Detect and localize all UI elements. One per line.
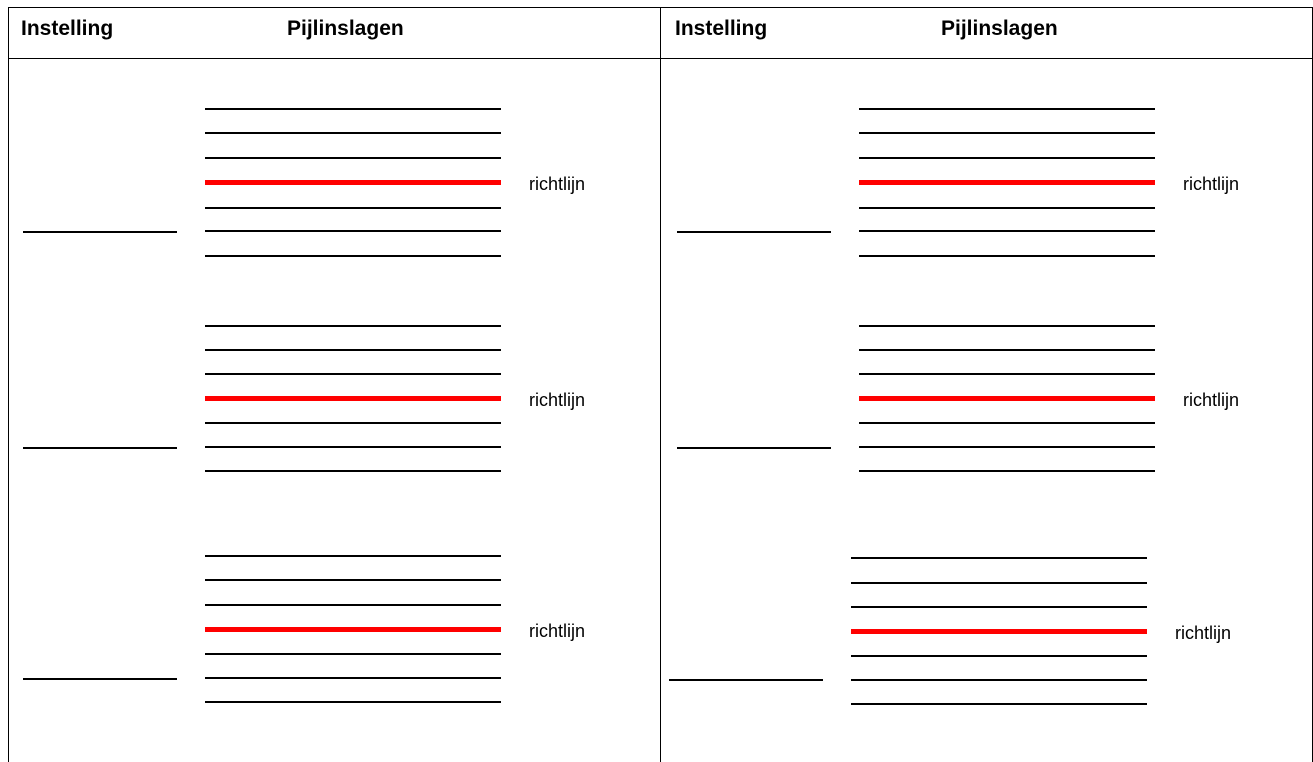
arrow-line: [205, 422, 501, 424]
arrow-line: [859, 157, 1155, 159]
arrow-line: [851, 557, 1147, 559]
arrow-line: [859, 230, 1155, 232]
arrow-line: [205, 446, 501, 448]
arrow-line: [205, 579, 501, 581]
arrow-line: [859, 207, 1155, 209]
instelling-answer-line: [23, 678, 177, 680]
richtlijn-label: richtlijn: [529, 174, 586, 194]
arrow-line: [205, 604, 501, 606]
arrow-line: [851, 606, 1147, 608]
header-instelling: Instelling: [21, 17, 114, 40]
arrow-line: [851, 655, 1147, 657]
instelling-answer-line: [677, 447, 831, 449]
header-pijlinslagen: Pijlinslagen: [941, 17, 1058, 40]
richtlijn-line: [859, 396, 1155, 401]
column-divider: [660, 7, 661, 762]
richtlijn-label: richtlijn: [529, 621, 586, 641]
arrow-line: [859, 325, 1155, 327]
arrow-line: [205, 653, 501, 655]
arrow-line: [205, 677, 501, 679]
richtlijn-line: [205, 627, 501, 632]
arrow-line: [851, 582, 1147, 584]
arrow-line: [859, 422, 1155, 424]
arrow-line: [859, 108, 1155, 110]
instelling-answer-line: [669, 679, 823, 681]
instelling-answer-line: [23, 447, 177, 449]
arrow-line: [851, 703, 1147, 705]
arrow-line: [859, 255, 1155, 257]
arrow-line: [205, 373, 501, 375]
arrow-line: [859, 373, 1155, 375]
arrow-line: [205, 108, 501, 110]
arrow-line: [205, 132, 501, 134]
richtlijn-line: [205, 396, 501, 401]
richtlijn-label: richtlijn: [1183, 174, 1240, 194]
arrow-line: [205, 255, 501, 257]
arrow-line: [205, 207, 501, 209]
header-instelling: Instelling: [675, 17, 768, 40]
richtlijn-label: richtlijn: [1175, 623, 1232, 643]
arrow-line: [859, 349, 1155, 351]
instelling-answer-line: [23, 231, 177, 233]
arrow-line: [205, 157, 501, 159]
instelling-answer-line: [677, 231, 831, 233]
richtlijn-label: richtlijn: [529, 390, 586, 410]
arrow-line: [205, 701, 501, 703]
arrow-line: [859, 470, 1155, 472]
header-pijlinslagen: Pijlinslagen: [287, 17, 404, 40]
richtlijn-line: [859, 180, 1155, 185]
arrow-line: [205, 230, 501, 232]
arrow-line: [859, 132, 1155, 134]
arrow-line: [205, 325, 501, 327]
arrow-line: [859, 446, 1155, 448]
arrow-line: [205, 555, 501, 557]
arrow-line: [205, 349, 501, 351]
richtlijn-label: richtlijn: [1183, 390, 1240, 410]
richtlijn-line: [205, 180, 501, 185]
richtlijn-line: [851, 629, 1147, 634]
arrow-line: [851, 679, 1147, 681]
arrow-line: [205, 470, 501, 472]
